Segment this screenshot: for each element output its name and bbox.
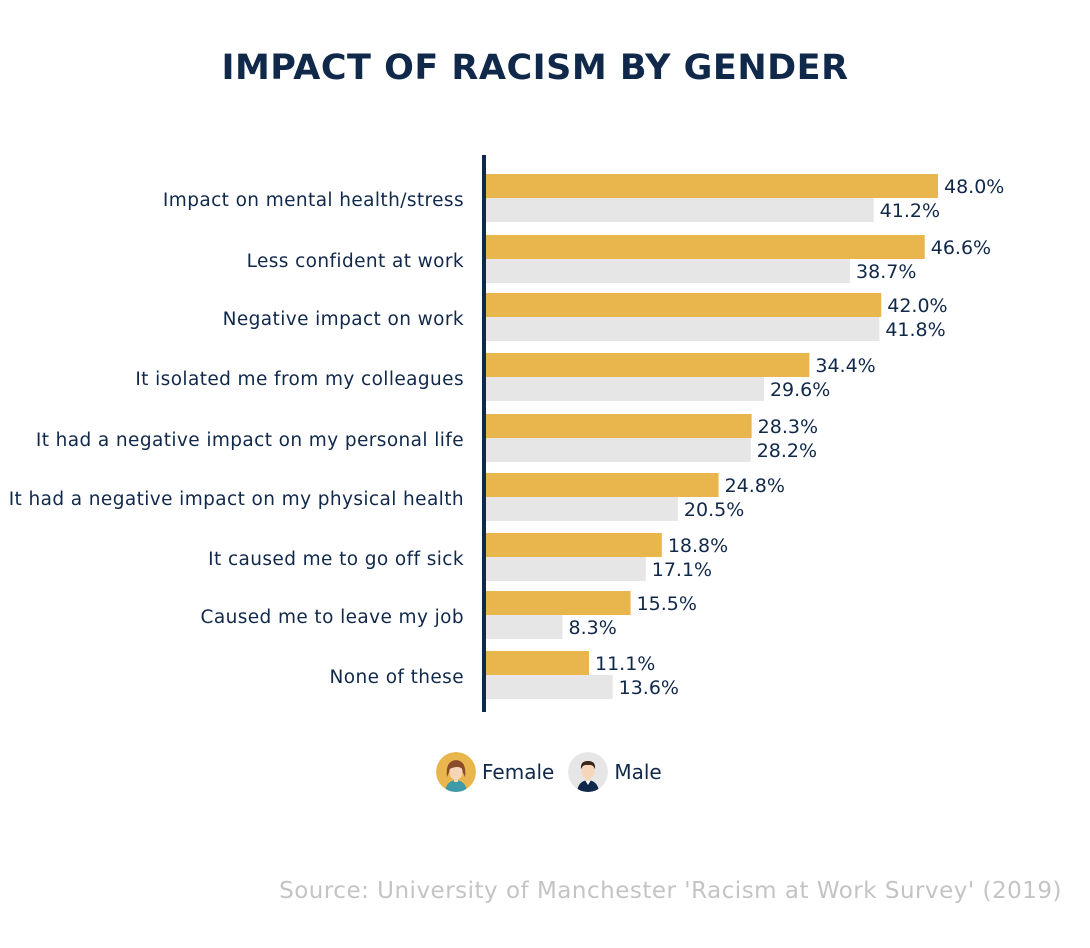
data-label-female: 15.5% xyxy=(637,593,697,615)
data-label-male: 28.2% xyxy=(757,440,817,462)
male-avatar-icon xyxy=(568,752,609,792)
category-label: It caused me to go off sick xyxy=(208,549,464,570)
legend-label-male: Male xyxy=(614,760,662,784)
legend-item-female: Female xyxy=(436,752,554,792)
category-label: None of these xyxy=(330,667,464,688)
bar-male xyxy=(484,615,563,639)
category-label: Less confident at work xyxy=(247,251,464,272)
bar-male xyxy=(484,497,678,521)
bar-female xyxy=(484,414,752,438)
data-label-male: 13.6% xyxy=(619,677,679,699)
bar-male xyxy=(484,377,764,401)
source-note: Source: University of Manchester 'Racism… xyxy=(279,878,1062,904)
data-label-female: 18.8% xyxy=(668,535,728,557)
bar-female xyxy=(484,591,631,615)
data-label-male: 8.3% xyxy=(569,617,617,639)
data-label-female: 34.4% xyxy=(815,355,875,377)
data-label-male: 41.2% xyxy=(880,200,940,222)
legend-item-male: Male xyxy=(568,752,662,792)
category-label: It had a negative impact on my physical … xyxy=(9,489,464,510)
bar-male xyxy=(484,675,613,699)
bar-female xyxy=(484,651,589,675)
data-label-female: 24.8% xyxy=(725,475,785,497)
category-label: Caused me to leave my job xyxy=(201,607,464,628)
legend-label-female: Female xyxy=(482,760,555,784)
bar-female xyxy=(484,235,925,259)
bar-female xyxy=(484,293,882,317)
bar-female xyxy=(484,533,662,557)
chart-legend: Female Male xyxy=(436,752,676,792)
bar-male xyxy=(484,438,751,462)
bar-female xyxy=(484,174,938,198)
bar-female xyxy=(484,473,719,497)
data-label-male: 29.6% xyxy=(770,379,830,401)
data-label-male: 17.1% xyxy=(652,559,712,581)
bar-chart: Impact on mental health/stress 48.0%41.2%… xyxy=(9,155,1004,712)
chart-title: IMPACT OF RACISM BY GENDER xyxy=(221,48,849,88)
data-label-female: 42.0% xyxy=(887,295,947,317)
data-label-female: 46.6% xyxy=(931,237,991,259)
data-label-male: 38.7% xyxy=(856,261,916,283)
category-label: Impact on mental health/stress xyxy=(163,190,464,211)
category-label: Negative impact on work xyxy=(223,309,464,330)
bar-male xyxy=(484,317,880,341)
bar-male xyxy=(484,259,851,283)
bar-male xyxy=(484,557,646,581)
data-label-male: 20.5% xyxy=(684,499,744,521)
data-label-male: 41.8% xyxy=(885,319,945,341)
data-label-female: 48.0% xyxy=(944,176,1004,198)
category-label: It isolated me from my colleagues xyxy=(135,369,464,390)
female-avatar-icon xyxy=(436,752,476,792)
data-label-female: 11.1% xyxy=(595,653,655,675)
data-label-female: 28.3% xyxy=(758,416,818,438)
bar-male xyxy=(484,198,874,222)
bar-female xyxy=(484,353,810,377)
category-label: It had a negative impact on my personal … xyxy=(36,430,464,451)
